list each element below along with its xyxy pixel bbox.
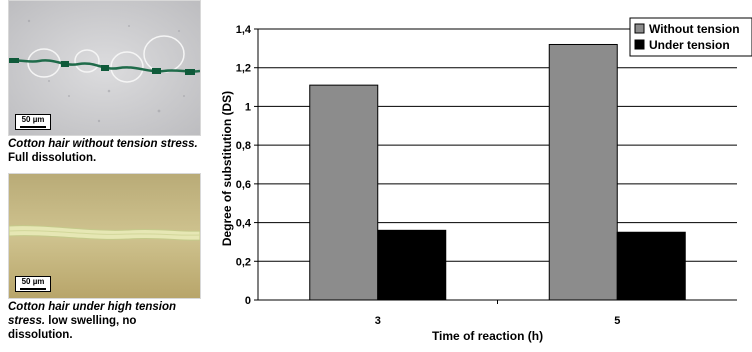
y-tick-label: 0,4 bbox=[236, 218, 252, 230]
scale-bar-line bbox=[20, 126, 46, 128]
scale-bar-line bbox=[20, 288, 46, 290]
bar-under-tension-3 bbox=[377, 229, 447, 301]
bar-under-tension-5 bbox=[616, 231, 686, 301]
fiber-dissolved-image bbox=[9, 1, 200, 135]
scale-bar: 50 µm bbox=[15, 276, 51, 292]
y-tick-label: 0,6 bbox=[236, 179, 251, 191]
legend-label: Under tension bbox=[649, 38, 730, 52]
chart-canvas: 0 0,2 0,4 0,6 0,8 1 1,2 1,4 3 5 Time of reaction (… bbox=[220, 17, 752, 343]
legend-swatch bbox=[634, 23, 645, 34]
x-axis-label: Time of reaction (h) bbox=[432, 329, 543, 343]
micrograph-without-tension: 50 µm bbox=[8, 0, 201, 136]
caption-rest: Full dissolution. bbox=[8, 152, 97, 164]
micrograph-panel: 50 µm Cotton hair without tension stress… bbox=[0, 0, 210, 347]
legend-box bbox=[629, 17, 752, 57]
scale-bar-label: 50 µm bbox=[21, 277, 45, 286]
y-tick-label: 0,2 bbox=[236, 256, 251, 268]
legend-label: Without tension bbox=[649, 22, 740, 36]
y-tick-label: 1,2 bbox=[236, 63, 251, 75]
y-tick-label: 0 bbox=[245, 295, 251, 307]
y-tick-label: 1,4 bbox=[236, 24, 252, 36]
y-tick-label: 0,8 bbox=[236, 140, 251, 152]
bar-without-tension-3 bbox=[309, 84, 379, 301]
scale-bar-label: 50 µm bbox=[21, 115, 45, 124]
bar-without-tension-5 bbox=[548, 43, 618, 301]
caption-without-tension: Cotton hair without tension stress. Full… bbox=[8, 137, 204, 165]
caption-italic: Cotton hair under high tension stress. bbox=[8, 301, 177, 327]
y-axis-label: Degree of substitution (DS) bbox=[220, 91, 234, 246]
caption-italic: Cotton hair without tension stress. bbox=[8, 138, 198, 150]
legend-swatch bbox=[634, 39, 645, 50]
caption-rest: low swelling, no dissolution. bbox=[8, 315, 137, 341]
micrograph-under-tension: 50 µm bbox=[8, 173, 201, 299]
ds-bar-chart: 0 0,2 0,4 0,6 0,8 1 1,2 1,4 3 5 Time of reaction (… bbox=[212, 0, 752, 347]
caption-under-tension: Cotton hair under high tension stress. l… bbox=[8, 300, 204, 342]
x-tick-label: 5 bbox=[614, 315, 620, 327]
x-tick-label: 3 bbox=[375, 315, 381, 327]
scale-bar: 50 µm bbox=[15, 114, 51, 130]
y-tick-label: 1 bbox=[245, 101, 251, 113]
